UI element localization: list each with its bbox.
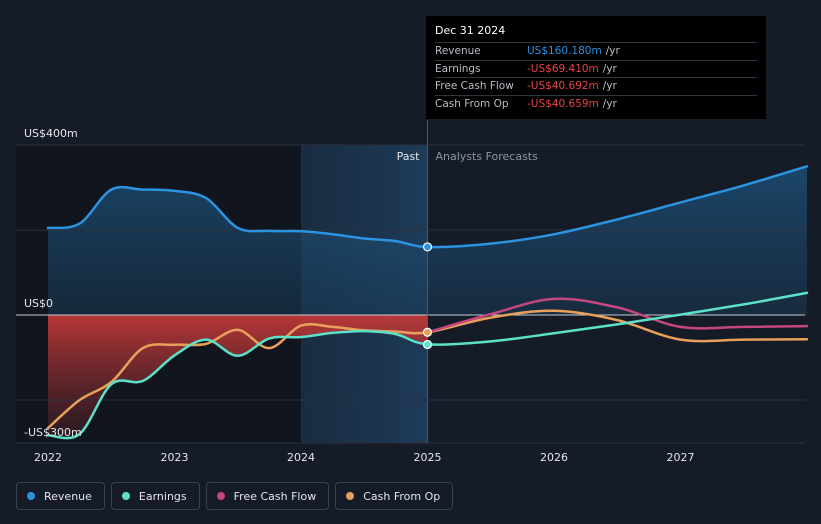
- past-label: Past: [397, 150, 421, 163]
- legend-item-free-cash-flow[interactable]: Free Cash Flow: [205, 482, 330, 510]
- tooltip-row-cash-from-op: Cash From Op -US$40.659m /yr: [435, 94, 757, 113]
- legend-dot-icon: [121, 492, 130, 500]
- x-tick-label: 2024: [287, 451, 315, 464]
- tooltip-value: -US$69.410m: [527, 62, 599, 75]
- y-tick-label: US$0: [24, 297, 53, 310]
- tooltip-unit: /yr: [605, 45, 620, 58]
- revenue-area: [48, 166, 807, 315]
- x-tick-label: 2022: [34, 451, 62, 464]
- tooltip-label: Cash From Op: [435, 97, 509, 110]
- cash-from-op-line: [46, 309, 809, 430]
- x-tick-label: 2023: [161, 451, 189, 464]
- today-marker: [422, 339, 433, 350]
- legend-label: Earnings: [138, 489, 187, 503]
- revenue-line: [46, 165, 809, 249]
- x-tick-label: 2027: [667, 451, 695, 464]
- legend-item-revenue[interactable]: Revenue: [16, 482, 105, 510]
- y-tick-label: US$400m: [24, 127, 78, 140]
- legend-dot-icon: [216, 492, 225, 500]
- tooltip-row-earnings: Earnings -US$69.410m /yr: [435, 59, 757, 78]
- x-tick-label: 2026: [540, 451, 568, 464]
- legend: Revenue Earnings Free Cash Flow Cash Fro…: [16, 482, 454, 510]
- today-marker: [422, 327, 433, 337]
- legend-dot-icon: [27, 492, 35, 500]
- tooltip-value: -US$40.692m: [527, 80, 599, 93]
- legend-label: Cash From Op: [363, 489, 441, 503]
- tooltip: Dec 31 2024 Revenue US$160.180m /yr Earn…: [426, 16, 766, 119]
- tooltip-unit: /yr: [602, 80, 617, 93]
- tooltip-unit: /yr: [602, 97, 617, 110]
- y-tick-label: -US$300m: [24, 426, 82, 439]
- tooltip-label: Free Cash Flow: [435, 80, 514, 93]
- legend-label: Revenue: [44, 489, 92, 503]
- tooltip-label: Revenue: [435, 45, 481, 58]
- tooltip-value: US$160.180m: [527, 45, 602, 58]
- tooltip-row-free-cash-flow: Free Cash Flow -US$40.692m /yr: [435, 77, 757, 95]
- tooltip-row-revenue: Revenue US$160.180m /yr: [435, 42, 757, 60]
- tooltip-value: -US$40.659m: [527, 97, 599, 110]
- earnings-line: [46, 291, 809, 440]
- free-cash-flow-line: [426, 297, 809, 334]
- x-tick-label: 2025: [414, 451, 442, 464]
- legend-item-cash-from-op[interactable]: Cash From Op: [335, 482, 454, 510]
- earnings-negative-area: [48, 315, 428, 439]
- legend-item-earnings[interactable]: Earnings: [110, 482, 200, 510]
- forecast-label: Analysts Forecasts: [436, 150, 539, 163]
- tooltip-date: Dec 31 2024: [435, 24, 506, 37]
- tooltip-label: Earnings: [435, 62, 481, 75]
- today-marker: [422, 242, 433, 252]
- tooltip-unit: /yr: [602, 62, 617, 75]
- legend-dot-icon: [346, 492, 355, 500]
- legend-label: Free Cash Flow: [233, 489, 317, 503]
